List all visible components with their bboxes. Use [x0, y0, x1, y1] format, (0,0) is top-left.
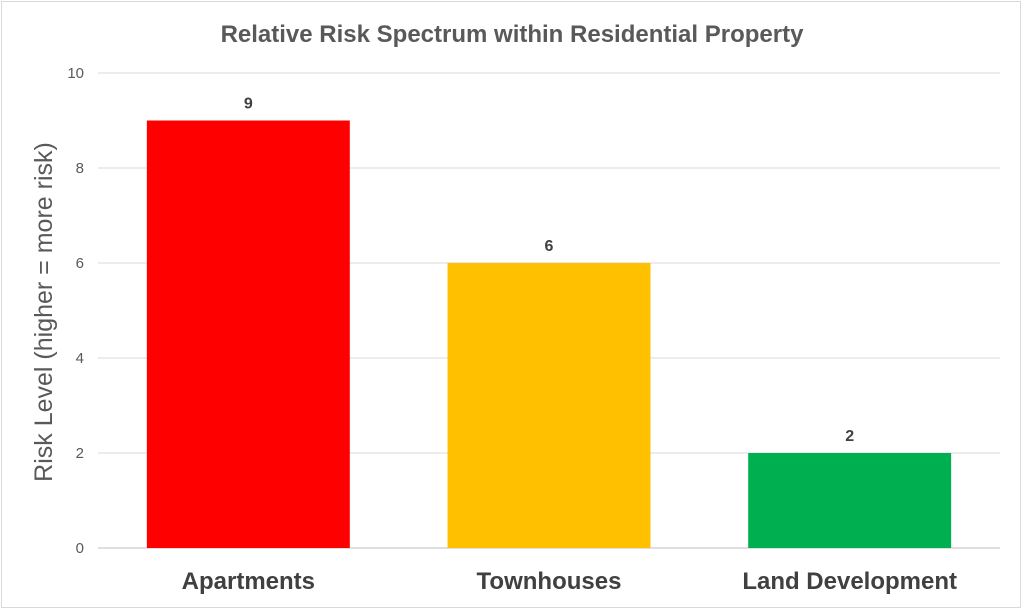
- data-labels: 9 6 2: [244, 96, 854, 446]
- bar-townhouses: [447, 263, 651, 548]
- y-tick-label: 0: [76, 540, 84, 557]
- y-axis-label: Risk Level (higher = more risk): [30, 142, 58, 482]
- x-tick-label: Apartments: [182, 568, 315, 595]
- y-tick-label: 2: [76, 445, 84, 462]
- x-axis-ticks: Apartments Townhouses Land Development: [182, 568, 957, 595]
- bar-apartments: [146, 120, 350, 548]
- y-tick-label: 4: [76, 350, 84, 367]
- chart-title: Relative Risk Spectrum within Residentia…: [221, 21, 804, 48]
- y-axis-ticks: 0 2 4 6 8 10: [67, 65, 84, 557]
- bars: [146, 120, 952, 548]
- bar-land-development: [748, 453, 952, 548]
- data-label: 2: [845, 428, 854, 445]
- x-tick-label: Land Development: [742, 568, 957, 595]
- y-tick-label: 6: [76, 255, 84, 272]
- y-tick-label: 8: [76, 160, 84, 177]
- data-label: 6: [545, 238, 554, 255]
- x-tick-label: Townhouses: [477, 568, 622, 595]
- data-label: 9: [244, 96, 253, 113]
- y-tick-label: 10: [67, 65, 84, 82]
